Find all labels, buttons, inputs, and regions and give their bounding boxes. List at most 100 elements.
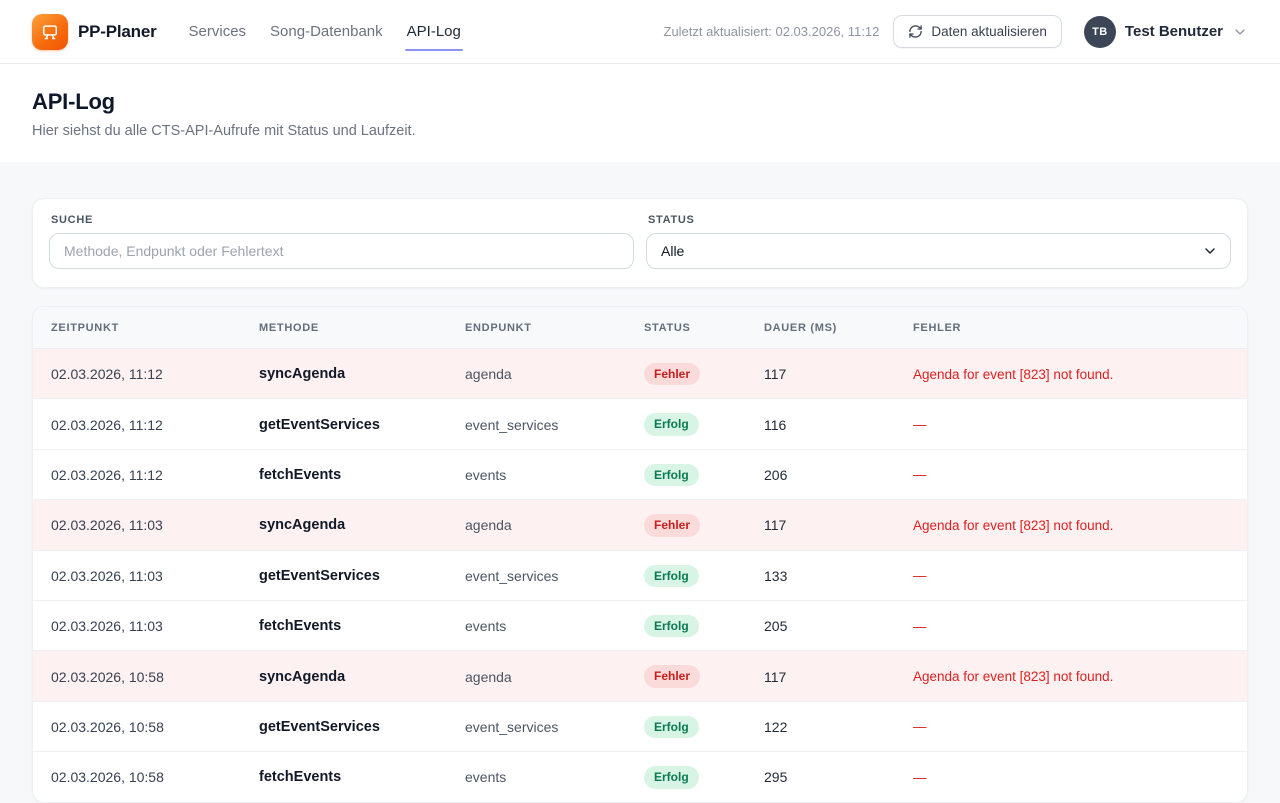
nav-item-api-log[interactable]: API-Log [404,19,464,51]
cell-fehler: Agenda for event [823] not found. [895,348,1247,399]
nav-item-services[interactable]: Services [188,23,247,40]
api-log-table: ZEITPUNKT METHODE ENDPUNKT STATUS DAUER … [33,307,1247,802]
cell-dauer: 205 [746,599,895,651]
cell-fehler: — [895,751,1247,802]
cell-status: Fehler [626,650,746,702]
cell-dauer: 206 [746,448,895,500]
page-title: API-Log [32,89,115,114]
cell-status: Fehler [626,499,746,551]
search-label: SUCHE [51,214,94,226]
chevron-down-icon [1235,28,1245,35]
cell-status: Erfolg [626,448,746,500]
status-badge: Fehler [644,514,701,537]
table-body: 02.03.2026, 11:12 syncAgenda agenda Fehl… [33,348,1247,802]
cell-zeitpunkt: 02.03.2026, 10:58 [33,751,241,802]
main-content: SUCHE STATUS Alle ZEITPUNKT [0,162,1280,803]
cell-zeitpunkt: 02.03.2026, 11:12 [33,348,241,399]
topbar-right: Zuletzt aktualisiert: 02.03.2026, 11:12 … [664,15,1249,48]
status-badge: Fehler [644,665,701,688]
main-nav: Services Song-Datenbank API-Log [188,19,464,51]
cell-methode: syncAgenda [241,650,447,702]
cell-dauer: 133 [746,549,895,601]
presentation-board-icon [43,24,57,39]
status-field-group: STATUS Alle [646,214,1231,269]
cell-zeitpunkt: 02.03.2026, 11:03 [33,499,241,551]
cell-endpunkt: events [447,599,626,651]
table-row: 02.03.2026, 11:03 getEventServices event… [33,549,1247,601]
cell-endpunkt: agenda [447,650,626,702]
cell-fehler: Agenda for event [823] not found. [895,499,1247,551]
cell-fehler: — [895,448,1247,500]
refresh-icon [909,25,923,38]
cell-endpunkt: event_services [447,700,626,752]
nav-item-song-datenbank[interactable]: Song-Datenbank [270,23,383,40]
cell-fehler: — [895,398,1247,450]
api-log-table-card: ZEITPUNKT METHODE ENDPUNKT STATUS DAUER … [32,306,1248,803]
cell-zeitpunkt: 02.03.2026, 11:03 [33,599,241,651]
cell-dauer: 295 [746,751,895,802]
status-badge: Erfolg [644,564,699,587]
cell-endpunkt: event_services [447,398,626,450]
refresh-data-button[interactable]: Daten aktualisieren [893,15,1062,48]
cell-status: Erfolg [626,398,746,450]
search-field-group: SUCHE [49,214,634,269]
cell-methode: syncAgenda [241,499,447,551]
table-row: 02.03.2026, 11:03 fetchEvents events Erf… [33,599,1247,651]
cell-endpunkt: events [447,448,626,500]
cell-dauer: 116 [746,398,895,450]
cell-status: Erfolg [626,751,746,802]
cell-endpunkt: event_services [447,549,626,601]
table-row: 02.03.2026, 11:12 fetchEvents events Erf… [33,448,1247,500]
app-logo[interactable] [32,13,68,50]
page-header: API-Log Hier siehst du alle CTS-API-Aufr… [0,64,1280,162]
cell-zeitpunkt: 02.03.2026, 11:03 [33,549,241,601]
table-row: 02.03.2026, 11:12 getEventServices event… [33,398,1247,450]
status-badge: Erfolg [644,614,699,638]
page-subtitle: Hier siehst du alle CTS-API-Aufrufe mit … [32,123,416,139]
status-badge: Erfolg [644,766,699,789]
status-label: STATUS [648,214,695,226]
top-navigation-bar: PP-Planer Services Song-Datenbank API-Lo… [0,0,1280,64]
col-methode: METHODE [241,307,447,349]
user-name: Test Benutzer [1124,23,1223,40]
refresh-button-label: Daten aktualisieren [931,24,1047,39]
user-menu[interactable]: TB Test Benutzer [1083,15,1248,48]
cell-methode: getEventServices [241,700,447,752]
cell-methode: syncAgenda [241,348,447,399]
filter-card: SUCHE STATUS Alle [32,198,1248,288]
cell-fehler: — [895,549,1247,601]
cell-dauer: 117 [746,348,895,399]
cell-endpunkt: agenda [447,348,626,399]
table-row: 02.03.2026, 10:58 syncAgenda agenda Fehl… [33,650,1247,702]
cell-methode: fetchEvents [241,448,447,500]
cell-fehler: — [895,599,1247,651]
cell-methode: getEventServices [241,398,447,450]
table-row: 02.03.2026, 10:58 getEventServices event… [33,700,1247,752]
cell-methode: fetchEvents [241,599,447,651]
last-updated-text: Zuletzt aktualisiert: 02.03.2026, 11:12 [663,24,880,39]
col-dauer: DAUER (MS) [746,307,895,349]
cell-zeitpunkt: 02.03.2026, 10:58 [33,700,241,752]
brand-name: PP-Planer [78,21,157,41]
cell-zeitpunkt: 02.03.2026, 11:12 [33,448,241,500]
cell-status: Erfolg [626,700,746,752]
cell-status: Erfolg [626,549,746,601]
cell-dauer: 117 [746,499,895,551]
status-badge: Erfolg [644,413,699,436]
table-row: 02.03.2026, 11:12 syncAgenda agenda Fehl… [33,348,1247,399]
cell-methode: fetchEvents [241,751,447,802]
cell-fehler: — [895,700,1247,752]
cell-zeitpunkt: 02.03.2026, 10:58 [33,650,241,702]
table-row: 02.03.2026, 11:03 syncAgenda agenda Fehl… [33,499,1247,551]
search-input[interactable] [49,233,634,269]
cell-status: Fehler [626,348,746,399]
status-select[interactable]: Alle [646,233,1231,269]
col-endpunkt: ENDPUNKT [447,307,626,349]
col-status: STATUS [626,307,746,349]
status-badge: Erfolg [644,715,699,739]
table-row: 02.03.2026, 10:58 fetchEvents events Erf… [33,751,1247,802]
cell-endpunkt: events [447,751,626,802]
table-header: ZEITPUNKT METHODE ENDPUNKT STATUS DAUER … [33,307,1247,349]
cell-dauer: 122 [746,700,895,752]
cell-status: Erfolg [626,599,746,651]
